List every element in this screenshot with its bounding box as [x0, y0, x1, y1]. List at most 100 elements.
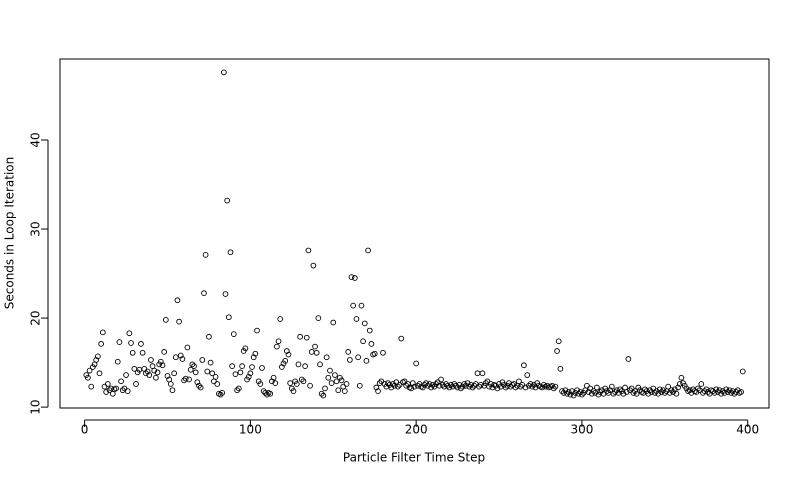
point	[93, 357, 100, 363]
point	[139, 349, 146, 356]
point	[698, 381, 705, 387]
point	[270, 374, 277, 381]
point	[695, 385, 701, 392]
point	[540, 382, 547, 388]
point	[701, 388, 708, 394]
plot-box	[59, 58, 770, 409]
point	[197, 384, 204, 391]
point	[390, 381, 396, 387]
point	[151, 367, 158, 374]
point	[647, 387, 653, 394]
point	[146, 372, 153, 378]
point	[711, 390, 718, 396]
point	[250, 354, 257, 361]
point	[274, 343, 280, 350]
point	[153, 374, 159, 381]
point	[318, 390, 325, 397]
point	[254, 327, 260, 334]
point	[332, 372, 338, 378]
point	[594, 384, 600, 391]
point	[85, 374, 91, 381]
point	[118, 378, 124, 385]
point	[214, 381, 221, 387]
point	[242, 345, 249, 352]
point	[88, 383, 95, 390]
point	[98, 341, 105, 347]
point	[342, 388, 348, 394]
point	[221, 69, 227, 76]
point	[356, 382, 363, 389]
point	[693, 389, 700, 395]
point	[375, 388, 381, 394]
point	[199, 357, 206, 363]
point	[96, 370, 103, 377]
point	[590, 388, 597, 394]
point	[126, 330, 133, 337]
point	[219, 390, 226, 396]
point	[335, 387, 342, 394]
x-tick-label: 300	[570, 423, 593, 437]
point	[300, 378, 307, 385]
point	[603, 388, 610, 394]
point	[567, 391, 574, 398]
point	[293, 381, 300, 387]
point	[277, 316, 284, 322]
point	[554, 348, 560, 354]
point	[360, 338, 366, 345]
point	[328, 380, 335, 386]
point	[272, 380, 279, 386]
point	[86, 367, 93, 374]
point	[303, 334, 310, 341]
point	[458, 385, 464, 392]
point	[325, 374, 332, 381]
point	[189, 361, 196, 368]
x-axis-label: Particle Filter Time Step	[343, 451, 485, 465]
point	[479, 370, 486, 377]
point	[229, 363, 235, 370]
point	[282, 357, 289, 364]
point	[668, 387, 675, 394]
point	[245, 373, 252, 380]
point	[99, 329, 106, 336]
point	[461, 381, 468, 387]
point	[579, 391, 585, 398]
point	[206, 333, 212, 340]
point	[315, 315, 322, 321]
point	[138, 341, 144, 347]
point	[298, 376, 305, 383]
point	[522, 384, 529, 391]
point	[673, 390, 680, 397]
point	[612, 389, 618, 395]
point	[308, 349, 315, 355]
point	[171, 370, 177, 377]
point	[227, 249, 234, 256]
point	[464, 380, 471, 386]
point	[320, 392, 327, 399]
point	[550, 385, 557, 392]
point	[191, 363, 197, 370]
point	[290, 388, 297, 394]
point	[529, 383, 536, 390]
point	[477, 382, 484, 388]
point	[348, 274, 355, 280]
point	[209, 370, 216, 377]
point	[179, 356, 186, 362]
point	[284, 348, 290, 354]
point	[408, 385, 415, 392]
point	[116, 339, 123, 345]
point	[186, 376, 192, 383]
y-tick-label: 10	[29, 399, 43, 414]
point	[232, 371, 239, 378]
point	[363, 357, 370, 364]
point	[124, 388, 131, 394]
point	[235, 385, 242, 392]
point	[350, 302, 357, 309]
point	[368, 341, 375, 347]
point	[224, 197, 231, 204]
point	[297, 333, 303, 340]
point	[413, 360, 420, 367]
point	[361, 320, 368, 327]
point	[207, 359, 214, 366]
point	[414, 382, 421, 389]
point	[345, 349, 352, 355]
